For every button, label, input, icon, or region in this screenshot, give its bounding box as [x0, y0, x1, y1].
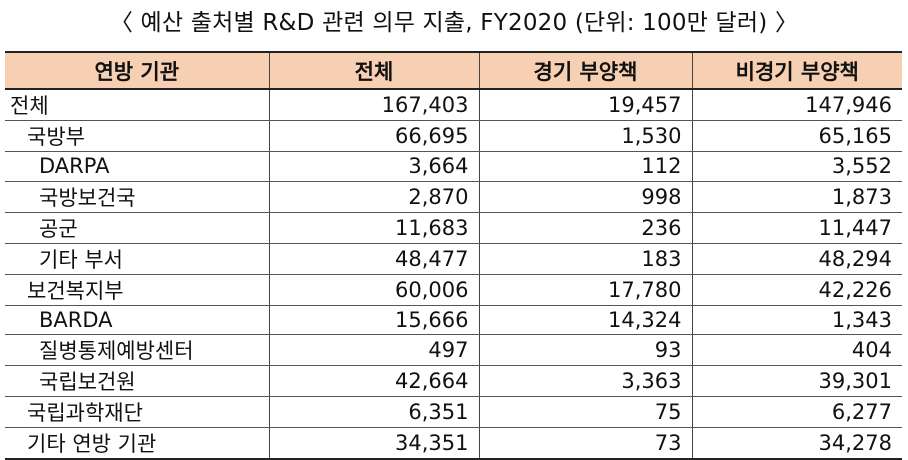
non-stimulus-cell: 11,447: [691, 212, 902, 244]
table-row: 국방부 66,695 1,530 65,165: [5, 120, 902, 152]
header-stimulus: 경기 부양책: [478, 51, 692, 90]
total-cell: 11,683: [268, 212, 479, 244]
agency-cell: 국방부: [5, 120, 269, 152]
stimulus-cell: 3,363: [478, 365, 692, 398]
non-stimulus-cell: 34,278: [691, 427, 902, 460]
total-cell: 3,664: [268, 151, 479, 182]
agency-cell: 전체: [5, 89, 269, 121]
table-row: BARDA 15,666 14,324 1,343: [5, 305, 902, 336]
table-title: 〈 예산 출처별 R&D 관련 의무 지출, FY2020 (단위: 100만 …: [109, 10, 799, 36]
agency-cell: 질병통제예방센터: [5, 334, 269, 367]
stimulus-cell: 19,457: [478, 89, 692, 121]
agency-cell: DARPA: [5, 151, 269, 182]
agency-cell: 국방보건국: [5, 181, 269, 213]
non-stimulus-cell: 65,165: [691, 120, 902, 152]
agency-cell: 국립과학재단: [5, 396, 269, 429]
table-row: 국립과학재단 6,351 75 6,277: [5, 396, 902, 429]
non-stimulus-cell: 147,946: [691, 89, 902, 121]
stimulus-cell: 73: [478, 427, 692, 460]
stimulus-cell: 17,780: [478, 274, 692, 306]
agency-cell: 기타 연방 기관: [5, 427, 269, 460]
table-row: 보건복지부 60,006 17,780 42,226: [5, 274, 902, 306]
table-row: 국방보건국 2,870 998 1,873: [5, 181, 902, 213]
non-stimulus-cell: 1,343: [691, 305, 902, 336]
total-cell: 42,664: [268, 365, 479, 398]
stimulus-cell: 998: [478, 181, 692, 213]
agency-cell: 국립보건원: [5, 365, 269, 398]
header-row: 연방 기관 전체 경기 부양책 비경기 부양책: [5, 51, 902, 90]
non-stimulus-cell: 42,226: [691, 274, 902, 306]
table-row: 국립보건원 42,664 3,363 39,301: [5, 365, 902, 398]
stimulus-cell: 1,530: [478, 120, 692, 152]
rd-spending-table: 연방 기관 전체 경기 부양책 비경기 부양책 전체 167,403 19,457 1…: [5, 51, 902, 460]
total-cell: 2,870: [268, 181, 479, 213]
agency-cell: 기타 부서: [5, 243, 269, 275]
header-total: 전체: [268, 51, 479, 90]
non-stimulus-cell: 39,301: [691, 365, 902, 398]
stimulus-cell: 14,324: [478, 305, 692, 336]
agency-cell: 공군: [5, 212, 269, 244]
total-cell: 167,403: [268, 89, 479, 121]
total-cell: 34,351: [268, 427, 479, 460]
stimulus-cell: 112: [478, 151, 692, 182]
stimulus-cell: 183: [478, 243, 692, 275]
non-stimulus-cell: 48,294: [691, 243, 902, 275]
non-stimulus-cell: 6,277: [691, 396, 902, 429]
table-row: 질병통제예방센터 497 93 404: [5, 334, 902, 367]
non-stimulus-cell: 3,552: [691, 151, 902, 182]
table-row: 기타 연방 기관 34,351 73 34,278: [5, 427, 902, 460]
total-cell: 60,006: [268, 274, 479, 306]
stimulus-cell: 236: [478, 212, 692, 244]
table-row: 기타 부서 48,477 183 48,294: [5, 243, 902, 275]
total-cell: 497: [268, 334, 479, 367]
total-cell: 48,477: [268, 243, 479, 275]
table-row: 전체 167,403 19,457 147,946: [5, 89, 902, 121]
non-stimulus-cell: 404: [691, 334, 902, 367]
stimulus-cell: 93: [478, 334, 692, 367]
total-cell: 66,695: [268, 120, 479, 152]
agency-cell: 보건복지부: [5, 274, 269, 306]
agency-cell: BARDA: [5, 305, 269, 336]
non-stimulus-cell: 1,873: [691, 181, 902, 213]
table-row: 공군 11,683 236 11,447: [5, 212, 902, 244]
header-agency: 연방 기관: [5, 51, 269, 90]
header-non-stimulus: 비경기 부양책: [691, 51, 902, 90]
total-cell: 15,666: [268, 305, 479, 336]
stimulus-cell: 75: [478, 396, 692, 429]
table-row: DARPA 3,664 112 3,552: [5, 151, 902, 182]
total-cell: 6,351: [268, 396, 479, 429]
